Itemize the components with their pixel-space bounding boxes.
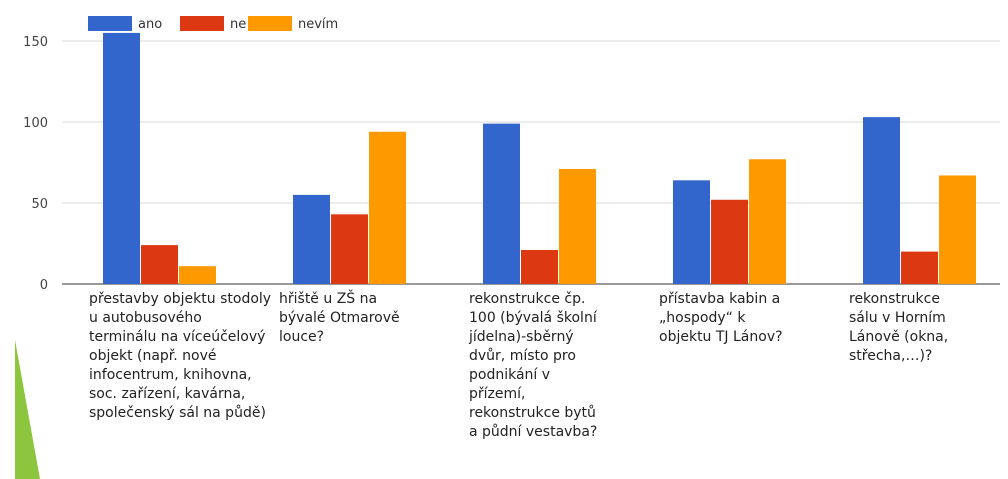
- bar-ne: [331, 214, 368, 284]
- bar-ne: [141, 245, 178, 284]
- legend: ano ne nevím: [88, 16, 338, 32]
- y-tick-label: 150: [23, 35, 48, 50]
- gridlines: [62, 40, 1000, 285]
- bar-ne: [711, 199, 748, 284]
- legend-label-ano: ano: [138, 17, 162, 32]
- bar-ano: [103, 32, 140, 285]
- legend-swatch-nevím: [248, 16, 292, 31]
- bar-ne: [521, 249, 558, 284]
- bars: [103, 32, 976, 285]
- legend-swatch-ano: [88, 16, 132, 31]
- category-labels: přestavby objektu stodoly u autobusového t…: [89, 289, 948, 440]
- category-label: přístavba kabin a „hospody“ k objektu TJ L…: [659, 291, 783, 345]
- y-tick-label: 100: [23, 116, 48, 131]
- legend-label-nevím: nevím: [298, 17, 338, 32]
- bar-nevím: [559, 168, 596, 284]
- bar-nevím: [369, 131, 406, 284]
- bar-nevím: [179, 266, 216, 284]
- legend-swatch-ne: [180, 16, 224, 31]
- bar-ano: [863, 117, 900, 284]
- y-tick-label: 50: [31, 197, 48, 212]
- bar-nevím: [749, 159, 786, 284]
- y-tick-label: 0: [40, 278, 48, 293]
- category-label: rekonstrukce sálu v Horním Lánově (okna, st…: [849, 291, 948, 364]
- y-axis-ticks: 0 50 100 150: [23, 35, 48, 293]
- bar-ano: [673, 180, 710, 284]
- green-decorative-triangle: [15, 340, 40, 479]
- category-label: přestavby objektu stodoly u autobusového t…: [89, 291, 271, 421]
- bar-ne: [901, 251, 938, 284]
- category-label: hřiště u ZŠ na bývalé Otmarově louce?: [279, 289, 400, 345]
- legend-label-ne: ne: [230, 17, 246, 32]
- bar-nevím: [939, 175, 976, 284]
- bar-ano: [293, 194, 330, 284]
- bar-ano: [483, 123, 520, 285]
- category-label: rekonstrukce čp. 100 (bývalá školní jídeln…: [468, 291, 598, 440]
